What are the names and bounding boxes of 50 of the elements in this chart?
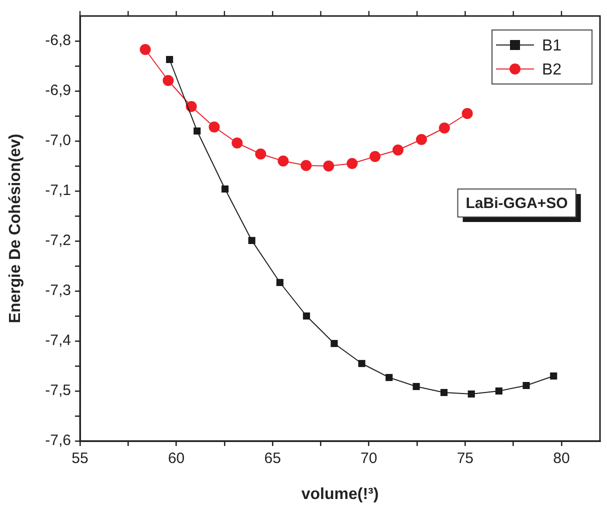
y-tick-label: -7,4 [45,332,71,350]
point [276,278,284,286]
x-tick-label: 80 [553,450,570,468]
point [495,387,502,395]
legend-label: B2 [542,61,562,78]
point [550,372,558,380]
legend-label: B1 [542,37,562,54]
point [462,108,473,119]
point [392,144,404,156]
annotation: LaBi-GGA+SO [466,195,568,212]
y-tick-label: -7,0 [45,132,71,150]
point [468,390,475,398]
point [186,101,197,112]
x-tick-label: 55 [72,450,88,468]
y-tick-label: -7,6 [45,432,71,450]
point [416,134,427,145]
point [346,158,358,169]
point [194,127,201,135]
x-tick-label: 60 [168,450,185,468]
y-tick-label: -6,9 [45,82,71,100]
point [221,185,229,193]
point [300,160,312,171]
point [302,312,310,320]
point [166,56,174,64]
point [255,148,266,160]
point [412,382,420,390]
y-tick-label: -7,1 [45,182,71,200]
point [162,75,174,86]
y-tick-label: -7,3 [45,282,71,300]
point [232,138,243,148]
y-axis-title: Energie De Cohésion(ev) [7,134,24,324]
y-tick-label: -7,5 [45,382,71,400]
point [330,340,338,348]
y-tick-label: -6,8 [45,32,71,50]
x-tick-label: 75 [456,450,474,468]
x-axis-title: volume(!³) [301,486,379,503]
point [438,122,450,134]
point [278,156,289,166]
point [440,388,448,396]
x-tick-label: 70 [360,450,378,468]
point [358,360,366,368]
point [248,236,256,244]
point [323,160,334,172]
x-tick-label: 65 [264,450,281,468]
point [140,44,151,55]
point [522,382,530,390]
point [208,122,220,132]
y-tick-label: -7,2 [45,232,71,250]
point [386,374,393,382]
point [370,151,381,162]
